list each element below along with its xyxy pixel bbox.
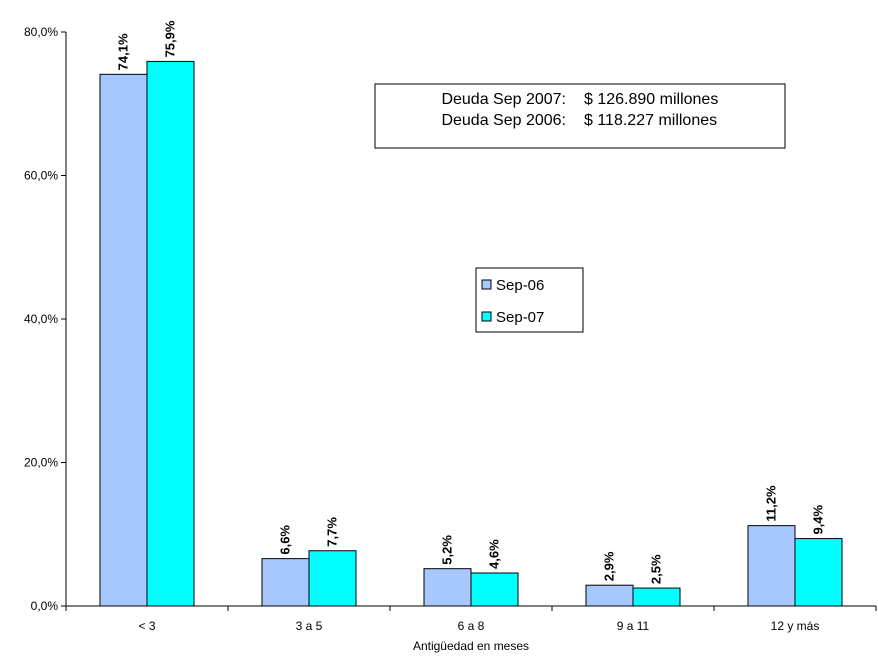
x-category-label: 12 y más	[771, 619, 820, 633]
bar-sep-06-4	[747, 525, 796, 607]
data-labels: 74,1% 75,9% 6,6% 7,7% 5,2% 4,6% 2,9% 2,5% 11,2% 9…	[116, 20, 826, 584]
bar-sep-06-3	[585, 584, 634, 607]
data-label-sep-06-2: 5,2%	[440, 535, 455, 565]
data-label-sep-06-1: 6,6%	[278, 525, 293, 555]
data-label-sep-06-4: 11,2%	[764, 485, 779, 522]
y-tick-label: 20,0%	[24, 456, 58, 470]
bar-sep-07-0	[146, 60, 195, 607]
data-label-sep-07-2: 4,6%	[487, 539, 502, 569]
debt-info-box: Deuda Sep 2007: $ 126.890 millones Deuda…	[374, 83, 786, 149]
debt-2006-label: Deuda Sep 2006:	[441, 112, 566, 129]
bar-sep-06-0	[99, 73, 148, 607]
bar-sep-07-2	[470, 572, 519, 607]
axes: 0,0% 20,0% 40,0% 60,0% 80,0% < 3 3 a 5 6 a 8 9 a…	[24, 25, 877, 633]
bar-sep-06-2	[423, 568, 472, 607]
y-tick-label: 0,0%	[31, 599, 59, 613]
x-category-label: 9 a 11	[617, 619, 650, 633]
data-label-sep-06-3: 2,9%	[602, 551, 617, 581]
x-category-label: < 3	[138, 619, 155, 633]
y-tick-label: 60,0%	[24, 169, 58, 183]
bar-sep-06-1	[261, 558, 310, 607]
data-label-sep-06-0: 74,1%	[116, 33, 131, 70]
x-category-label: 3 a 5	[296, 619, 323, 633]
debt-2007-label: Deuda Sep 2007:	[441, 91, 566, 108]
legend: Sep-06 Sep-07	[475, 267, 584, 333]
data-label-sep-07-1: 7,7%	[325, 517, 340, 547]
bar-sep-07-3	[632, 587, 681, 607]
x-category-label: 6 a 8	[458, 619, 485, 633]
legend-swatch-sep-07	[481, 311, 492, 322]
bar-sep-07-1	[308, 550, 357, 607]
legend-label-sep-07: Sep-07	[496, 309, 544, 326]
data-label-sep-07-3: 2,5%	[649, 554, 664, 584]
bars	[99, 60, 843, 607]
bar-sep-07-4	[794, 538, 843, 607]
legend-label-sep-06: Sep-06	[496, 277, 544, 294]
y-tick-label: 80,0%	[24, 25, 58, 39]
x-axis-title: Antigüedad en meses	[413, 639, 529, 653]
debt-2007-value: $ 126.890 millones	[584, 91, 718, 108]
y-tick-label: 40,0%	[24, 312, 58, 326]
legend-swatch-sep-06	[481, 279, 492, 290]
debt-2006-value: $ 118.227 millones	[584, 112, 717, 129]
data-label-sep-07-0: 75,9%	[163, 20, 178, 57]
data-label-sep-07-4: 9,4%	[811, 504, 826, 534]
